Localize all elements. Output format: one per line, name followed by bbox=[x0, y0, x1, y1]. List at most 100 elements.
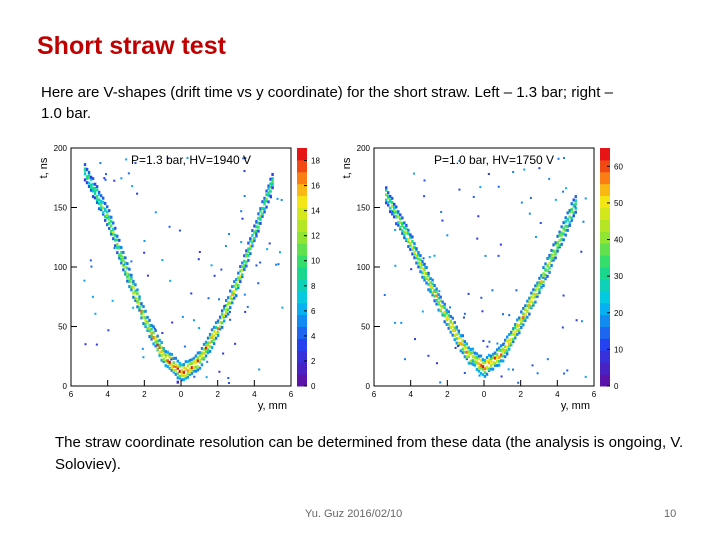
density-cell bbox=[546, 269, 549, 273]
density-cell bbox=[172, 364, 175, 368]
color-scale-cell bbox=[297, 207, 307, 220]
density-cell bbox=[524, 319, 527, 323]
density-cell bbox=[265, 205, 268, 209]
density-cell bbox=[114, 244, 117, 248]
density-cell bbox=[180, 368, 184, 372]
density-cell bbox=[231, 301, 234, 305]
noise-point bbox=[512, 171, 515, 174]
density-cell bbox=[114, 238, 117, 242]
density-cell bbox=[237, 271, 240, 275]
density-cell bbox=[475, 361, 479, 365]
density-cell bbox=[108, 226, 111, 230]
density-cell bbox=[263, 202, 266, 206]
noise-point bbox=[446, 234, 449, 237]
density-cell bbox=[397, 221, 400, 225]
density-cell bbox=[83, 169, 87, 173]
density-cell bbox=[140, 316, 143, 320]
density-cell bbox=[235, 278, 238, 282]
density-cell bbox=[229, 289, 232, 293]
density-cell bbox=[225, 308, 228, 312]
density-cell bbox=[160, 340, 163, 344]
density-cell bbox=[564, 224, 567, 228]
color-scale-cell bbox=[297, 148, 307, 161]
density-cell bbox=[158, 343, 161, 347]
density-cell bbox=[443, 306, 446, 310]
density-cell bbox=[544, 273, 547, 277]
noise-point bbox=[183, 345, 186, 348]
z-tick-label: 0 bbox=[614, 382, 619, 391]
density-cell bbox=[455, 333, 458, 337]
noise-point bbox=[170, 358, 173, 361]
x-tick-label: 4 bbox=[252, 390, 257, 399]
density-cell bbox=[204, 350, 208, 354]
density-cell bbox=[241, 268, 244, 272]
density-cell bbox=[512, 327, 515, 331]
density-cell bbox=[114, 233, 117, 237]
noise-point bbox=[435, 362, 438, 365]
color-scale-cell bbox=[600, 362, 610, 375]
density-cell bbox=[99, 194, 103, 198]
noise-points bbox=[83, 156, 284, 384]
density-cell bbox=[407, 228, 410, 232]
density-cell bbox=[154, 340, 157, 344]
density-cell bbox=[132, 285, 135, 289]
density-cell bbox=[417, 251, 420, 255]
density-cell bbox=[481, 358, 485, 362]
density-cell bbox=[560, 233, 563, 237]
noise-point bbox=[243, 293, 246, 296]
density-cell bbox=[453, 329, 456, 333]
noise-point bbox=[529, 196, 532, 199]
density-cell bbox=[128, 267, 131, 271]
x-tick-label: 6 bbox=[372, 390, 377, 399]
density-cell bbox=[91, 195, 95, 199]
density-cell bbox=[259, 214, 262, 218]
density-cell bbox=[134, 296, 137, 300]
density-cell bbox=[106, 214, 109, 218]
density-cell bbox=[564, 228, 567, 232]
density-cell bbox=[152, 331, 155, 335]
density-cell bbox=[510, 332, 513, 336]
x-tick-label: 6 bbox=[69, 390, 74, 399]
density-cell bbox=[407, 232, 410, 236]
density-cell bbox=[401, 229, 404, 233]
density-cell bbox=[200, 357, 204, 361]
density-cell bbox=[116, 238, 119, 242]
density-cell bbox=[487, 361, 491, 365]
density-cell bbox=[514, 333, 517, 337]
density-cell bbox=[449, 330, 452, 334]
noise-point bbox=[574, 205, 577, 208]
density-cell bbox=[164, 353, 167, 357]
density-cell bbox=[146, 320, 149, 324]
density-cell bbox=[568, 223, 571, 227]
density-cell bbox=[477, 354, 481, 358]
noise-point bbox=[205, 376, 208, 379]
noise-point bbox=[111, 299, 114, 302]
density-cell bbox=[542, 284, 545, 288]
density-cell bbox=[101, 200, 105, 204]
density-cell bbox=[495, 364, 499, 368]
noise-point bbox=[584, 375, 587, 378]
density-cell bbox=[510, 330, 513, 334]
noise-point bbox=[487, 173, 490, 176]
density-cell bbox=[190, 366, 194, 370]
density-cell bbox=[421, 267, 424, 271]
density-cell bbox=[172, 356, 175, 360]
density-cell bbox=[208, 332, 212, 336]
density-cell bbox=[233, 296, 236, 300]
density-cell bbox=[237, 276, 240, 280]
density-cell bbox=[522, 307, 525, 311]
noise-point bbox=[104, 173, 107, 176]
density-cell bbox=[214, 326, 218, 330]
density-cell bbox=[118, 238, 121, 242]
density-cell bbox=[241, 275, 244, 279]
noise-point bbox=[229, 318, 232, 321]
noise-point bbox=[104, 178, 107, 181]
density-cell bbox=[534, 284, 537, 288]
noise-point bbox=[213, 274, 216, 277]
density-cell bbox=[265, 189, 268, 193]
noise-point bbox=[410, 268, 413, 271]
noise-point bbox=[400, 321, 403, 324]
density-cell bbox=[439, 299, 442, 303]
density-cell bbox=[257, 229, 260, 233]
noise-point bbox=[515, 289, 518, 292]
